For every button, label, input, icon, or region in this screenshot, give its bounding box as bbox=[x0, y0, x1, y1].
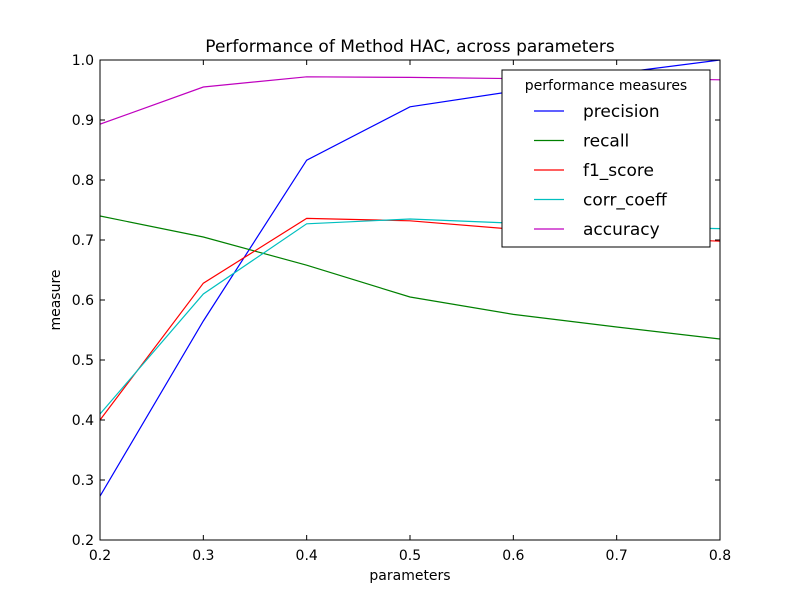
y-tick-label: 0.6 bbox=[72, 293, 94, 309]
x-tick-label: 0.3 bbox=[192, 548, 214, 564]
legend: performance measures precision recall f1_sc… bbox=[501, 69, 711, 248]
x-axis-label: parameters bbox=[369, 568, 450, 584]
x-tick-label: 0.7 bbox=[606, 548, 628, 564]
legend-title: performance measures bbox=[525, 78, 687, 94]
series-line-recall bbox=[100, 215, 720, 340]
legend-label-accuracy: accuracy bbox=[583, 220, 660, 240]
x-tick-label: 0.4 bbox=[296, 548, 318, 564]
legend-box bbox=[501, 69, 711, 248]
y-tick-label: 0.9 bbox=[72, 113, 94, 129]
x-tick-label: 0.5 bbox=[399, 548, 421, 564]
series-line-f1_score bbox=[100, 217, 720, 421]
y-tick-label: 0.3 bbox=[72, 473, 94, 489]
y-axis-ticks: 0.2 0.3 0.4 0.5 0.6 0.7 0.8 0.9 1.0 bbox=[72, 53, 720, 549]
chart-title: Performance of Method HAC, across parame… bbox=[205, 37, 615, 57]
x-tick-label: 0.2 bbox=[89, 548, 111, 564]
x-tick-label: 0.8 bbox=[709, 548, 731, 564]
y-tick-label: 0.5 bbox=[72, 353, 94, 369]
legend-label-recall: recall bbox=[583, 132, 629, 152]
legend-label-precision: precision bbox=[583, 102, 660, 122]
y-axis-label: measure bbox=[48, 269, 64, 330]
legend-label-corr_coeff: corr_coeff bbox=[583, 191, 668, 211]
y-tick-label: 0.2 bbox=[72, 533, 94, 549]
legend-label-f1_score: f1_score bbox=[583, 161, 654, 181]
y-tick-label: 1.0 bbox=[72, 53, 94, 69]
x-tick-label: 0.6 bbox=[502, 548, 524, 564]
y-tick-label: 0.4 bbox=[72, 413, 94, 429]
series-line-corr_coeff bbox=[100, 218, 720, 415]
y-tick-label: 0.7 bbox=[72, 233, 94, 249]
x-axis-ticks: 0.2 0.3 0.4 0.5 0.6 0.7 0.8 bbox=[89, 60, 731, 564]
y-tick-label: 0.8 bbox=[72, 173, 94, 189]
